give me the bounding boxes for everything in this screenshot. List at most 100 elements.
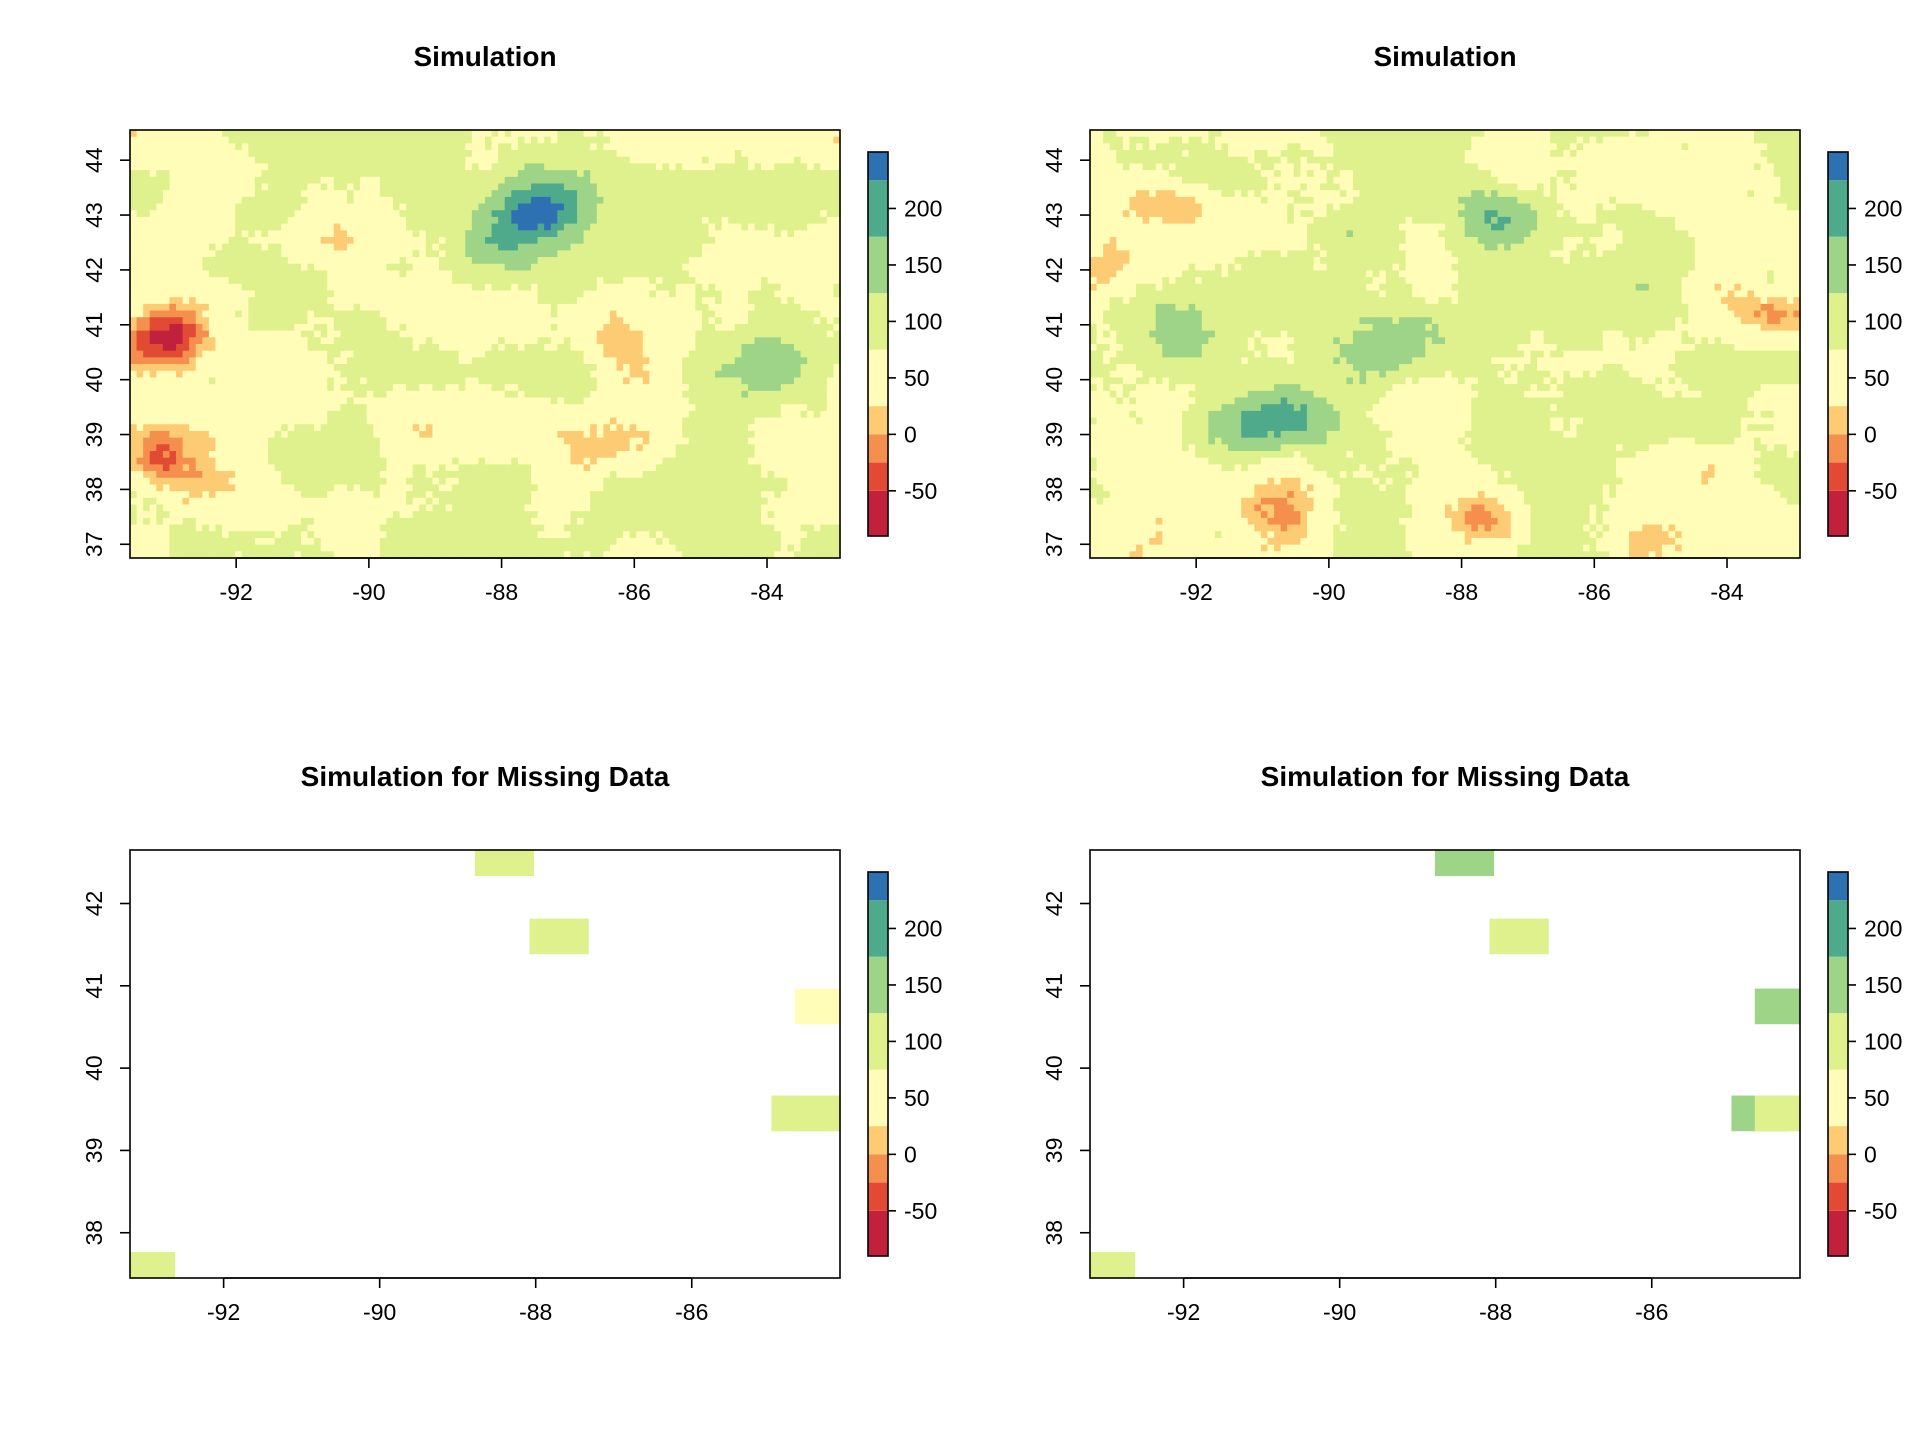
raster-cell bbox=[182, 404, 190, 412]
raster-cell bbox=[767, 270, 775, 278]
raster-cell bbox=[800, 323, 808, 332]
raster-cell bbox=[833, 417, 841, 425]
raster-cell bbox=[609, 257, 618, 265]
raster-cell bbox=[346, 156, 355, 165]
raster-cell bbox=[629, 237, 637, 245]
raster-cell bbox=[734, 283, 742, 292]
raster-cell bbox=[583, 424, 591, 432]
raster-cell bbox=[340, 350, 348, 358]
raster-cell bbox=[682, 384, 690, 392]
raster-cell bbox=[360, 190, 368, 198]
raster-cell bbox=[498, 130, 506, 138]
raster-cell bbox=[333, 170, 341, 178]
raster-cell bbox=[780, 310, 788, 318]
raster-cell bbox=[281, 210, 289, 218]
raster-cell bbox=[425, 430, 433, 439]
raster-cell bbox=[215, 330, 223, 338]
raster-cell bbox=[774, 183, 782, 191]
raster-cell bbox=[458, 397, 466, 405]
raster-cell bbox=[544, 196, 552, 205]
raster-cell bbox=[346, 337, 355, 345]
raster-cell bbox=[176, 350, 184, 358]
raster-cell bbox=[787, 344, 795, 352]
raster-cell bbox=[438, 210, 447, 218]
raster-cell bbox=[478, 176, 486, 185]
raster-cell bbox=[583, 143, 591, 151]
raster-cell bbox=[248, 250, 256, 258]
raster-cell bbox=[386, 250, 394, 258]
raster-cell bbox=[176, 390, 184, 399]
raster-cell bbox=[248, 130, 256, 138]
raster-cell bbox=[662, 203, 670, 211]
raster-cell bbox=[655, 216, 664, 225]
raster-cell bbox=[452, 270, 460, 278]
raster-cell bbox=[695, 176, 703, 185]
raster-cell bbox=[452, 337, 460, 345]
raster-cell bbox=[333, 364, 341, 372]
raster-cell bbox=[695, 430, 703, 439]
raster-cell bbox=[241, 364, 249, 372]
raster-cell bbox=[826, 277, 835, 285]
raster-cell bbox=[609, 290, 618, 298]
raster-cell bbox=[169, 190, 177, 198]
raster-cell bbox=[780, 190, 788, 198]
raster-cell bbox=[182, 417, 190, 425]
raster-cell bbox=[248, 216, 256, 225]
raster-cell bbox=[531, 337, 539, 345]
raster-cell bbox=[169, 330, 177, 338]
raster-cell bbox=[327, 350, 335, 358]
raster-cell bbox=[294, 364, 302, 372]
raster-cell bbox=[741, 317, 749, 325]
raster-cell bbox=[734, 404, 742, 412]
raster-cell bbox=[478, 323, 486, 332]
raster-cell bbox=[412, 190, 420, 198]
raster-cell bbox=[235, 257, 243, 265]
raster-cell bbox=[669, 243, 677, 251]
raster-cell bbox=[392, 344, 401, 352]
raster-cell bbox=[754, 364, 762, 372]
raster-cell bbox=[695, 344, 703, 352]
raster-cell bbox=[807, 263, 815, 272]
raster-cell bbox=[662, 404, 670, 412]
raster-cell bbox=[445, 337, 453, 345]
raster-cell bbox=[701, 430, 710, 439]
raster-cell bbox=[261, 303, 269, 312]
raster-cell bbox=[485, 130, 493, 138]
raster-cell bbox=[603, 143, 611, 151]
raster-cell bbox=[222, 310, 230, 318]
raster-cell bbox=[458, 183, 466, 191]
raster-cell bbox=[281, 377, 289, 385]
raster-cell bbox=[629, 290, 637, 298]
raster-cell bbox=[524, 430, 532, 439]
raster-cell bbox=[261, 397, 269, 405]
raster-cell bbox=[156, 417, 164, 425]
raster-cell bbox=[616, 297, 624, 305]
raster-cell bbox=[642, 410, 650, 419]
raster-cell bbox=[655, 344, 664, 352]
raster-cell bbox=[793, 143, 802, 151]
raster-cell bbox=[452, 237, 460, 245]
raster-cell bbox=[346, 150, 355, 158]
raster-cell bbox=[261, 370, 269, 379]
raster-cell bbox=[734, 176, 742, 185]
raster-cell bbox=[202, 277, 210, 285]
raster-cell bbox=[360, 384, 368, 392]
raster-cell bbox=[734, 303, 742, 312]
raster-cell bbox=[524, 176, 532, 185]
raster-cell bbox=[596, 337, 604, 345]
raster-cell bbox=[590, 170, 598, 178]
raster-cell bbox=[531, 384, 539, 392]
raster-cell bbox=[629, 370, 637, 379]
raster-cell bbox=[379, 357, 387, 365]
raster-cell bbox=[215, 390, 223, 399]
raster-cell bbox=[169, 377, 177, 385]
raster-cell bbox=[504, 176, 512, 185]
raster-cell bbox=[136, 384, 144, 392]
raster-cell bbox=[642, 176, 650, 185]
raster-cell bbox=[261, 404, 269, 412]
raster-cell bbox=[169, 404, 177, 412]
raster-cell bbox=[833, 190, 841, 198]
raster-cell bbox=[787, 310, 795, 318]
chart-title: Simulation bbox=[413, 41, 556, 72]
raster-cell bbox=[300, 143, 309, 151]
